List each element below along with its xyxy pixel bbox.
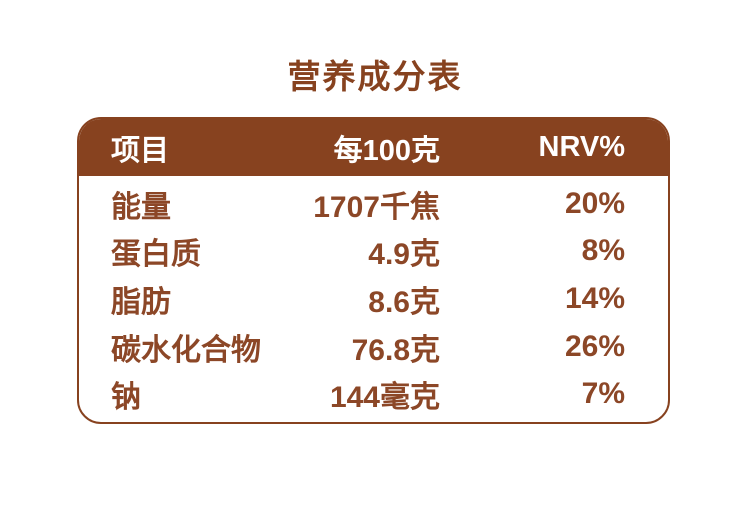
nutrient-amount: 1707千焦 (313, 190, 440, 224)
table-row-protein: 蛋白质 4.9克 8% (79, 228, 668, 276)
nutrient-amount: 76.8克 (351, 333, 440, 367)
nutrient-name: 脂肪 (111, 285, 171, 319)
nutrient-name: 蛋白质 (111, 238, 201, 272)
nutrient-nrv: 26% (564, 329, 625, 363)
column-header-per-100g: 每100克 (333, 134, 440, 167)
column-header-nrv-percent: NRV% (538, 131, 626, 163)
nutrient-amount: 144毫克 (329, 381, 440, 415)
table-row-energy: 能量 1707千焦 20% (79, 180, 668, 228)
nutrient-amount: 8.6克 (368, 285, 440, 319)
nutrient-name: 碳水化合物 (111, 333, 261, 367)
nutrient-nrv: 14% (564, 281, 625, 315)
nutrient-amount: 4.9克 (368, 238, 440, 272)
nutrient-nrv: 8% (581, 234, 625, 268)
nutrient-nrv: 20% (564, 186, 625, 220)
nutrient-nrv: 7% (581, 377, 625, 411)
column-header-item: 项目 (111, 134, 170, 167)
table-row-carbohydrate: 碳水化合物 76.8克 26% (79, 323, 668, 371)
table-row-sodium: 钠 144毫克 7% (79, 370, 668, 418)
table-body: 能量 1707千焦 20% 蛋白质 4.9克 8% 脂肪 8.6克 14% 碳水… (79, 176, 668, 422)
table-row-fat: 脂肪 8.6克 14% (79, 275, 668, 323)
nutrition-facts-card: 项目 每100克 NRV% 能量 1707千焦 20% 蛋白质 4.9克 8% … (77, 117, 670, 424)
table-header-row: 项目 每100克 NRV% (79, 119, 668, 176)
nutrient-name: 钠 (111, 381, 141, 415)
page-title: 营养成分表 (287, 58, 463, 95)
nutrient-name: 能量 (111, 190, 171, 224)
